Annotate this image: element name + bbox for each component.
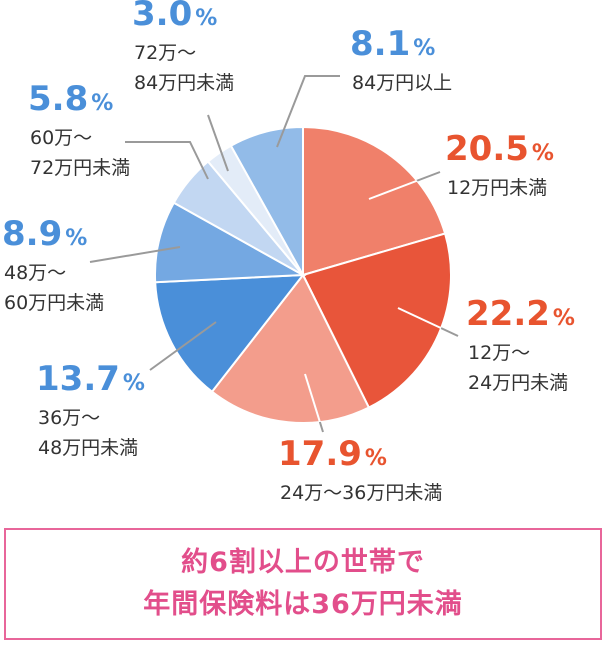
slice-label-3-line-1: 24万～36万円未満 [280, 482, 442, 504]
slice-percent-sign: % [123, 371, 145, 396]
slice-percent-value: 22.2 [466, 294, 550, 334]
summary-line-2: 年間保険料は36万円未満 [143, 589, 463, 620]
slice-percent-sign: % [91, 91, 113, 116]
pie-slice-8 [229, 125, 304, 279]
slice-percent-value: 13.7 [36, 359, 120, 399]
slice-percent-7: 3.0% [132, 0, 217, 34]
summary-box: 約6割以上の世帯で 年間保険料は36万円未満 [4, 528, 602, 640]
pie-slice-1 [302, 125, 447, 277]
pie-slice-5 [154, 201, 307, 284]
slice-label-1-line-1: 12万円未満 [447, 177, 547, 199]
leader-line-8 [276, 75, 340, 148]
slice-label-6-line-1: 60万～ [30, 127, 92, 149]
leader-line-7 [207, 114, 229, 172]
slice-label-6-line-2: 72万円未満 [30, 157, 130, 179]
slice-percent-value: 3.0 [132, 0, 192, 34]
slice-percent-value: 8.9 [2, 214, 62, 254]
slice-percent-sign: % [365, 446, 387, 471]
slice-percent-1: 20.5% [445, 129, 554, 169]
slice-percent-value: 5.8 [28, 79, 88, 119]
slice-percent-sign: % [532, 141, 554, 166]
pie-slice-2 [301, 232, 452, 409]
pie-slice-4 [154, 273, 306, 394]
slice-label-5-line-2: 60万円未満 [4, 292, 104, 314]
slice-percent-sign: % [195, 6, 217, 31]
slice-percent-sign: % [413, 36, 435, 61]
slice-percent-value: 20.5 [445, 129, 529, 169]
slice-percent-5: 8.9% [2, 214, 87, 254]
pie-chart: 20.5 % 12万円未満 22.2 % 12万～ 24万円未満 17.9 % 24万～36万円未… [2, 0, 575, 504]
slice-percent-6: 5.8% [28, 79, 113, 119]
slice-percent-sign: % [553, 306, 575, 331]
slice-percent-value: 8.1 [350, 24, 410, 64]
slice-percent-value: 17.9 [278, 434, 362, 474]
leader-line-5 [89, 246, 181, 263]
pie-slice-3 [210, 273, 371, 424]
slice-percent-sign: % [65, 226, 87, 251]
slice-label-2-line-2: 24万円未満 [468, 372, 568, 394]
slice-label-4-line-1: 36万～ [38, 407, 100, 429]
slice-label-7-line-1: 72万～ [134, 42, 196, 64]
leader-line-4 [149, 321, 217, 371]
slice-percent-4: 13.7% [36, 359, 145, 399]
slice-label-2-line-1: 12万～ [468, 342, 530, 364]
slice-percent-3: 17.9% [278, 434, 387, 474]
slice-label-4-line-2: 48万円未満 [38, 437, 138, 459]
slice-label-7-line-2: 84万円未満 [134, 72, 234, 94]
slice-percent-8: 8.1% [350, 24, 435, 64]
slice-percent-2: 22.2% [466, 294, 575, 334]
summary-line-1: 約6割以上の世帯で [181, 547, 425, 578]
leader-line-6 [125, 141, 209, 180]
slice-label-5-line-1: 48万～ [4, 262, 66, 284]
slice-label-8-line-1: 84万円以上 [352, 72, 452, 94]
